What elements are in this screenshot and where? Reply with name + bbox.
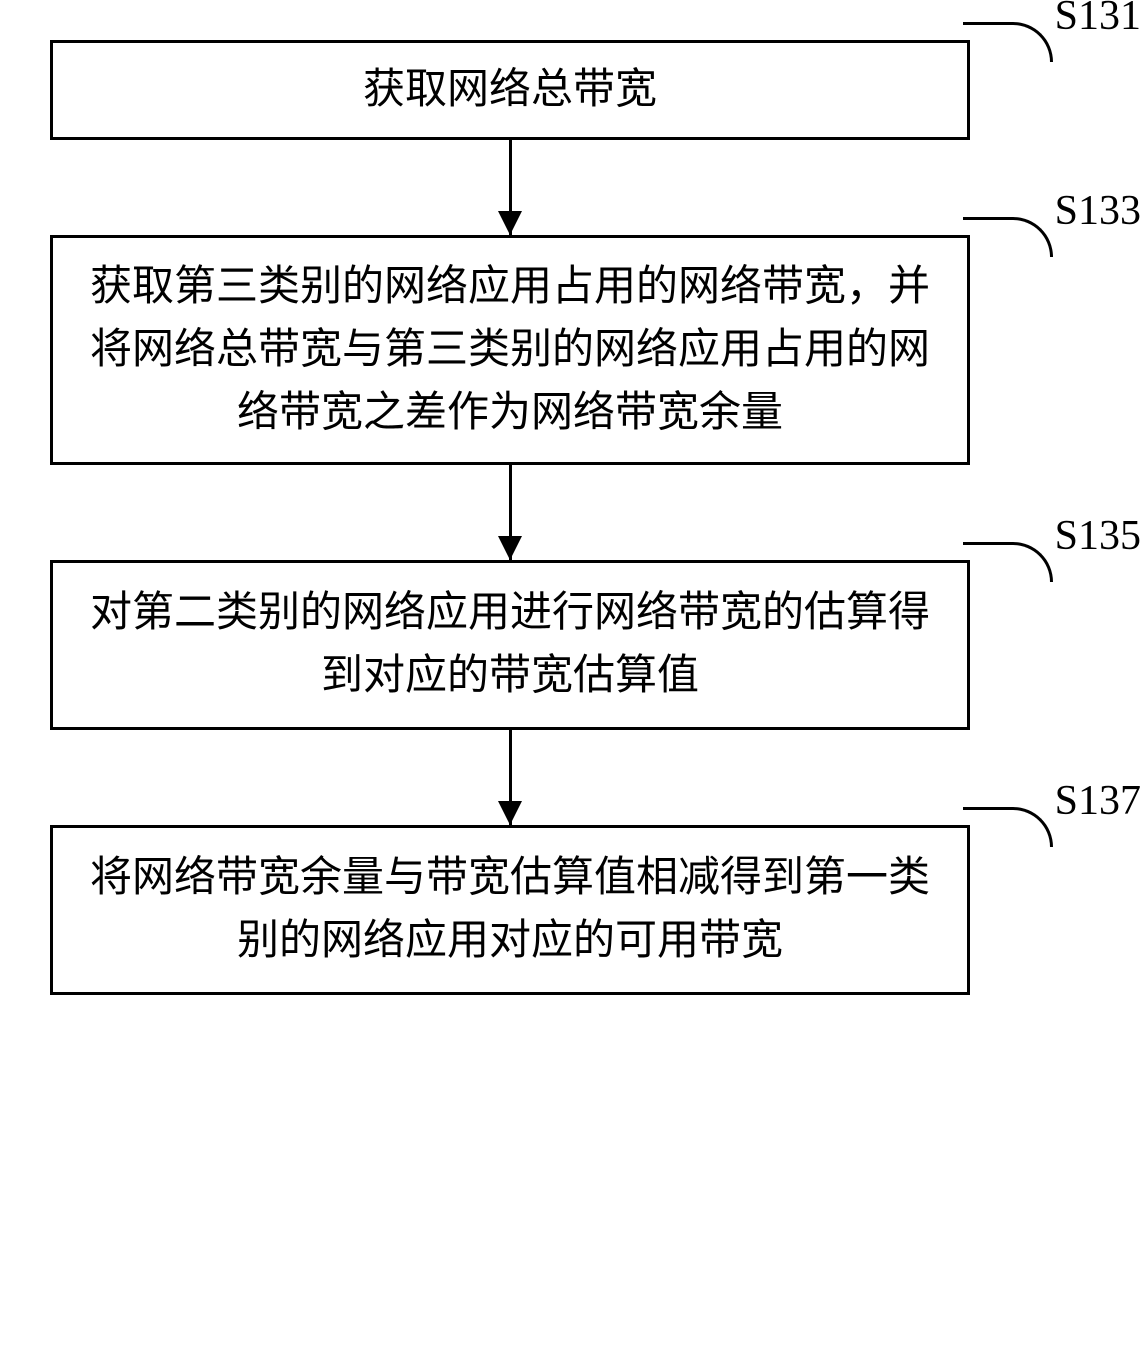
flowchart-box-s133: 获取第三类别的网络应用占用的网络带宽，并将网络总带宽与第三类别的网络应用占用的网… [50, 235, 970, 465]
step-label-s131: S131 [1055, 0, 1141, 40]
label-connector-s133 [963, 217, 1053, 257]
flowchart-box-s137: 将网络带宽余量与带宽估算值相减得到第一类别的网络应用对应的可用带宽 [50, 825, 970, 995]
arrow-s135-s137 [50, 730, 970, 825]
arrow-s131-s133 [50, 140, 970, 235]
flowchart-container: S131 获取网络总带宽 S133 获取第三类别的网络应用占用的网络带宽，并将网… [50, 40, 1093, 995]
step-label-s133: S133 [1055, 187, 1141, 235]
arrow-s133-s135 [50, 465, 970, 560]
box-text-s137: 将网络带宽余量与带宽估算值相减得到第一类别的网络应用对应的可用带宽 [83, 847, 937, 973]
flowchart-box-s131: 获取网络总带宽 [50, 40, 970, 140]
step-label-s135: S135 [1055, 512, 1141, 560]
flowchart-box-s135: 对第二类别的网络应用进行网络带宽的估算得到对应的带宽估算值 [50, 560, 970, 730]
label-connector-s137 [963, 807, 1053, 847]
box-text-s131: 获取网络总带宽 [363, 59, 657, 122]
step-label-s137: S137 [1055, 777, 1141, 825]
box-text-s133: 获取第三类别的网络应用占用的网络带宽，并将网络总带宽与第三类别的网络应用占用的网… [83, 256, 937, 445]
box-text-s135: 对第二类别的网络应用进行网络带宽的估算得到对应的带宽估算值 [83, 582, 937, 708]
label-connector-s135 [963, 542, 1053, 582]
label-connector-s131 [963, 22, 1053, 62]
